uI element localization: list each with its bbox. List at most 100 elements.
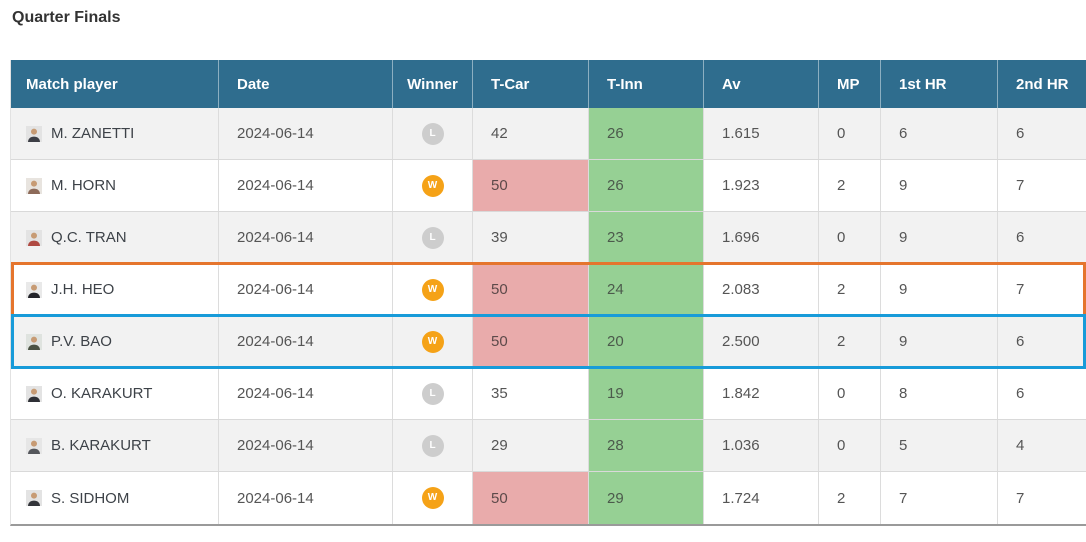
col-header-winner: Winner	[392, 60, 472, 108]
date-cell: 2024-06-14	[218, 420, 392, 471]
player-avatar-icon	[26, 281, 42, 298]
t-inn-cell: 20	[588, 316, 703, 367]
player-name: P.V. BAO	[51, 333, 112, 350]
date-cell: 2024-06-14	[218, 160, 392, 211]
av-cell: 1.036	[703, 420, 818, 471]
t-car-cell: 50	[472, 472, 588, 524]
1st-hr-cell: 6	[880, 108, 997, 159]
loss-badge: L	[421, 382, 444, 405]
col-header-t-inn: T-Inn	[588, 60, 703, 108]
1st-hr-cell: 7	[880, 472, 997, 524]
table-row[interactable]: S. SIDHOM 2024-06-14 W 50 29 1.724 2 7 7	[11, 472, 1086, 524]
date-cell: 2024-06-14	[218, 212, 392, 263]
2nd-hr-cell: 4	[997, 420, 1086, 471]
page-title: Quarter Finals	[12, 9, 121, 26]
player-cell: P.V. BAO	[11, 316, 218, 367]
1st-hr-cell: 9	[880, 264, 997, 315]
date-cell: 2024-06-14	[218, 108, 392, 159]
mp-cell: 0	[818, 420, 880, 471]
winner-cell: W	[392, 264, 472, 315]
table-row[interactable]: Q.C. TRAN 2024-06-14 L 39 23 1.696 0 9 6	[11, 212, 1086, 264]
player-cell: O. KARAKURT	[11, 368, 218, 419]
table-row[interactable]: B. KARAKURT 2024-06-14 L 29 28 1.036 0 5…	[11, 420, 1086, 472]
t-inn-cell: 26	[588, 108, 703, 159]
1st-hr-cell: 5	[880, 420, 997, 471]
table-row-highlighted-blue[interactable]: P.V. BAO 2024-06-14 W 50 20 2.500 2 9 6	[11, 314, 1086, 369]
win-badge: W	[421, 330, 444, 353]
1st-hr-cell: 9	[880, 212, 997, 263]
player-name: Q.C. TRAN	[51, 229, 127, 246]
av-cell: 1.724	[703, 472, 818, 524]
player-avatar-icon	[26, 333, 42, 350]
t-car-cell: 35	[472, 368, 588, 419]
col-header-av: Av	[703, 60, 818, 108]
player-cell: B. KARAKURT	[11, 420, 218, 471]
win-badge: W	[421, 487, 444, 509]
col-header-match-player: Match player	[26, 75, 118, 93]
av-cell: 2.500	[703, 316, 818, 367]
col-header-t-car: T-Car	[472, 60, 588, 108]
t-inn-cell: 24	[588, 264, 703, 315]
2nd-hr-cell: 6	[997, 316, 1086, 367]
mp-cell: 2	[818, 264, 880, 315]
winner-cell: W	[392, 316, 472, 367]
player-avatar-icon	[26, 437, 42, 454]
player-avatar-icon	[26, 385, 42, 402]
av-cell: 1.842	[703, 368, 818, 419]
mp-cell: 0	[818, 108, 880, 159]
t-car-cell: 29	[472, 420, 588, 471]
t-inn-cell: 29	[588, 472, 703, 524]
date-cell: 2024-06-14	[218, 368, 392, 419]
table-row[interactable]: O. KARAKURT 2024-06-14 L 35 19 1.842 0 8…	[11, 368, 1086, 420]
av-cell: 1.923	[703, 160, 818, 211]
date-cell: 2024-06-14	[218, 472, 392, 524]
2nd-hr-cell: 6	[997, 212, 1086, 263]
date-cell: 2024-06-14	[218, 316, 392, 367]
t-car-cell: 50	[472, 264, 588, 315]
t-inn-cell: 28	[588, 420, 703, 471]
2nd-hr-cell: 6	[997, 368, 1086, 419]
table-row-highlighted-orange[interactable]: J.H. HEO 2024-06-14 W 50 24 2.083 2 9 7	[11, 262, 1086, 317]
2nd-hr-cell: 7	[997, 264, 1086, 315]
t-car-cell: 39	[472, 212, 588, 263]
t-inn-cell: 26	[588, 160, 703, 211]
col-header-2nd-hr: 2nd HR	[997, 60, 1086, 108]
player-name: B. KARAKURT	[51, 437, 151, 454]
winner-cell: L	[392, 212, 472, 263]
player-cell: M. HORN	[11, 160, 218, 211]
mp-cell: 0	[818, 368, 880, 419]
winner-cell: W	[392, 472, 472, 524]
t-car-cell: 50	[472, 160, 588, 211]
loss-badge: L	[421, 122, 444, 145]
loss-badge: L	[421, 434, 444, 457]
2nd-hr-cell: 7	[997, 472, 1086, 524]
t-inn-cell: 19	[588, 368, 703, 419]
player-name: M. ZANETTI	[51, 125, 135, 142]
date-cell: 2024-06-14	[218, 264, 392, 315]
player-name: J.H. HEO	[51, 281, 115, 298]
av-cell: 2.083	[703, 264, 818, 315]
col-header-mp: MP	[818, 60, 880, 108]
t-car-cell: 42	[472, 108, 588, 159]
t-inn-cell: 23	[588, 212, 703, 263]
1st-hr-cell: 9	[880, 160, 997, 211]
loss-badge: L	[421, 226, 444, 249]
col-header-1st-hr: 1st HR	[880, 60, 997, 108]
winner-cell: L	[392, 368, 472, 419]
player-cell: M. ZANETTI	[11, 108, 218, 159]
winner-cell: L	[392, 420, 472, 471]
player-avatar-icon	[26, 125, 42, 142]
2nd-hr-cell: 6	[997, 108, 1086, 159]
player-name: O. KARAKURT	[51, 385, 153, 402]
table-body: M. ZANETTI 2024-06-14 L 42 26 1.615 0 6 …	[11, 108, 1086, 524]
t-car-cell: 50	[472, 316, 588, 367]
table-row[interactable]: M. HORN 2024-06-14 W 50 26 1.923 2 9 7	[11, 160, 1086, 212]
av-cell: 1.615	[703, 108, 818, 159]
table-row[interactable]: M. ZANETTI 2024-06-14 L 42 26 1.615 0 6 …	[11, 108, 1086, 160]
1st-hr-cell: 8	[880, 368, 997, 419]
player-avatar-icon	[26, 177, 42, 194]
player-name: S. SIDHOM	[51, 489, 130, 507]
player-cell: S. SIDHOM	[11, 472, 218, 524]
winner-cell: L	[392, 108, 472, 159]
